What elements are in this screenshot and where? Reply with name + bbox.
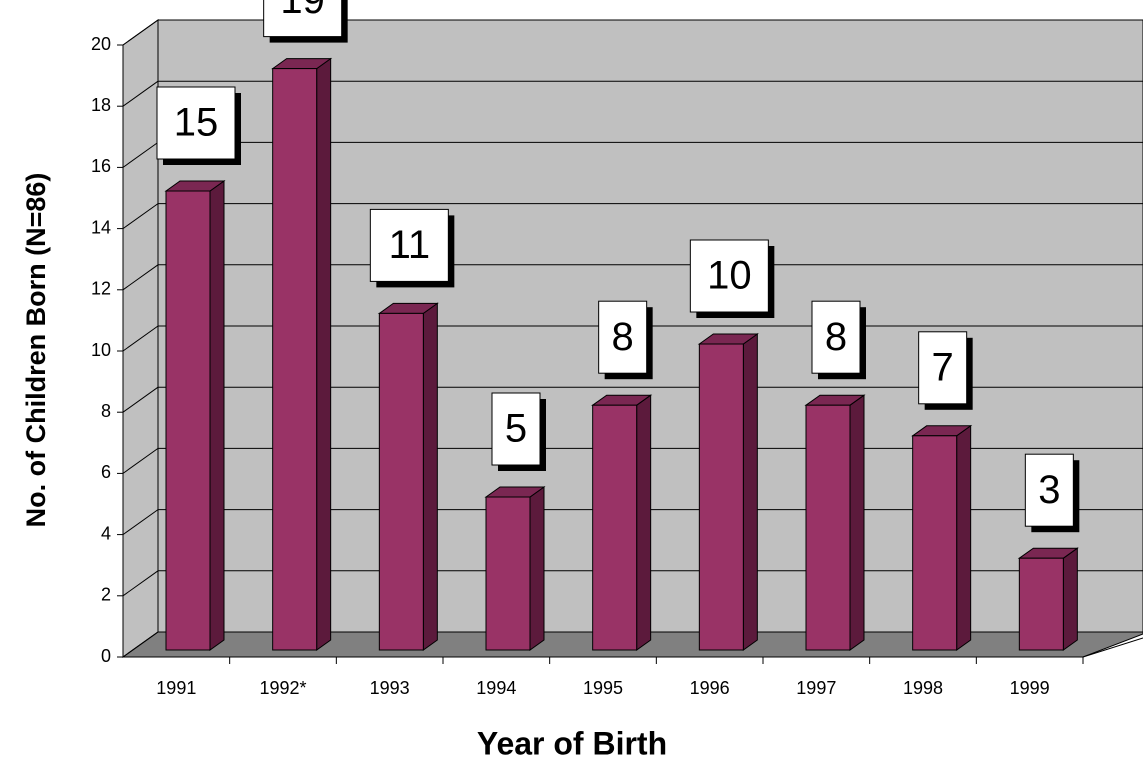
- y-axis-label: No. of Children Born (N=86): [21, 173, 51, 528]
- data-label: 3: [1038, 468, 1060, 512]
- label-box: [1024, 453, 1074, 527]
- data-label: 8: [612, 315, 634, 359]
- bar: [698, 343, 744, 651]
- x-tick-label: 1996: [690, 678, 730, 698]
- floor-edge: [1082, 637, 1143, 658]
- y-tick-label: 10: [91, 340, 111, 360]
- label-box: [689, 239, 769, 313]
- grid-line: [122, 141, 159, 168]
- bar: [378, 312, 424, 651]
- grid-line: [122, 509, 159, 536]
- grid-line: [122, 325, 159, 352]
- label-box: [598, 300, 648, 374]
- bar-side: [742, 333, 758, 651]
- label-box: [156, 86, 236, 160]
- bar-side: [316, 57, 332, 651]
- grid-line: [122, 264, 159, 291]
- label-box: [369, 208, 449, 282]
- grid-line: [122, 80, 159, 107]
- grid-line: [122, 19, 159, 46]
- data-label: 5: [505, 407, 527, 451]
- grid-line: [122, 447, 159, 474]
- x-tick-label: 1993: [370, 678, 410, 698]
- y-tick-label: 4: [101, 523, 111, 543]
- grid-line: [122, 631, 159, 658]
- bar: [805, 404, 851, 651]
- x-tick-label: 1995: [583, 678, 623, 698]
- y-tick-label: 18: [91, 95, 111, 115]
- bar: [592, 404, 638, 651]
- bar-side: [209, 180, 225, 651]
- y-tick-label: 8: [101, 401, 111, 421]
- grid-line: [122, 203, 159, 230]
- x-tick-label: 1991: [156, 678, 196, 698]
- data-label: 10: [707, 254, 752, 298]
- data-label: 8: [825, 315, 847, 359]
- data-label: 19: [280, 0, 325, 22]
- x-tick-label: 1992*: [259, 678, 306, 698]
- y-tick-label: 20: [91, 34, 111, 54]
- label-box: [918, 331, 968, 405]
- data-label: 7: [932, 345, 954, 389]
- x-tick-label: 1997: [796, 678, 836, 698]
- bar-side: [636, 394, 652, 651]
- bar-side: [956, 424, 972, 651]
- data-label: 11: [389, 223, 431, 267]
- bar-side: [849, 394, 865, 651]
- bar-side: [422, 302, 438, 651]
- bar-side: [1062, 547, 1078, 651]
- y-tick-label: 14: [91, 217, 111, 237]
- bar: [912, 435, 958, 651]
- label-box: [263, 0, 343, 38]
- bar: [165, 190, 211, 651]
- y-tick-label: 2: [101, 585, 111, 605]
- y-tick-label: 0: [101, 646, 111, 666]
- grid-line: [122, 386, 159, 413]
- bar: [1018, 557, 1064, 651]
- label-box: [811, 300, 861, 374]
- y-tick-label: 16: [91, 156, 111, 176]
- y-tick-label: 12: [91, 279, 111, 299]
- bar: [272, 68, 318, 651]
- label-box: [491, 392, 541, 466]
- x-tick-label: 1999: [1010, 678, 1050, 698]
- y-tick-label: 6: [101, 462, 111, 482]
- bar: [485, 496, 531, 651]
- grid-line: [122, 570, 159, 597]
- bar-side: [529, 486, 545, 651]
- x-axis-label: Year of Birth: [477, 725, 667, 761]
- x-tick-label: 1994: [476, 678, 516, 698]
- x-tick-label: 1998: [903, 678, 943, 698]
- data-label: 15: [174, 101, 219, 145]
